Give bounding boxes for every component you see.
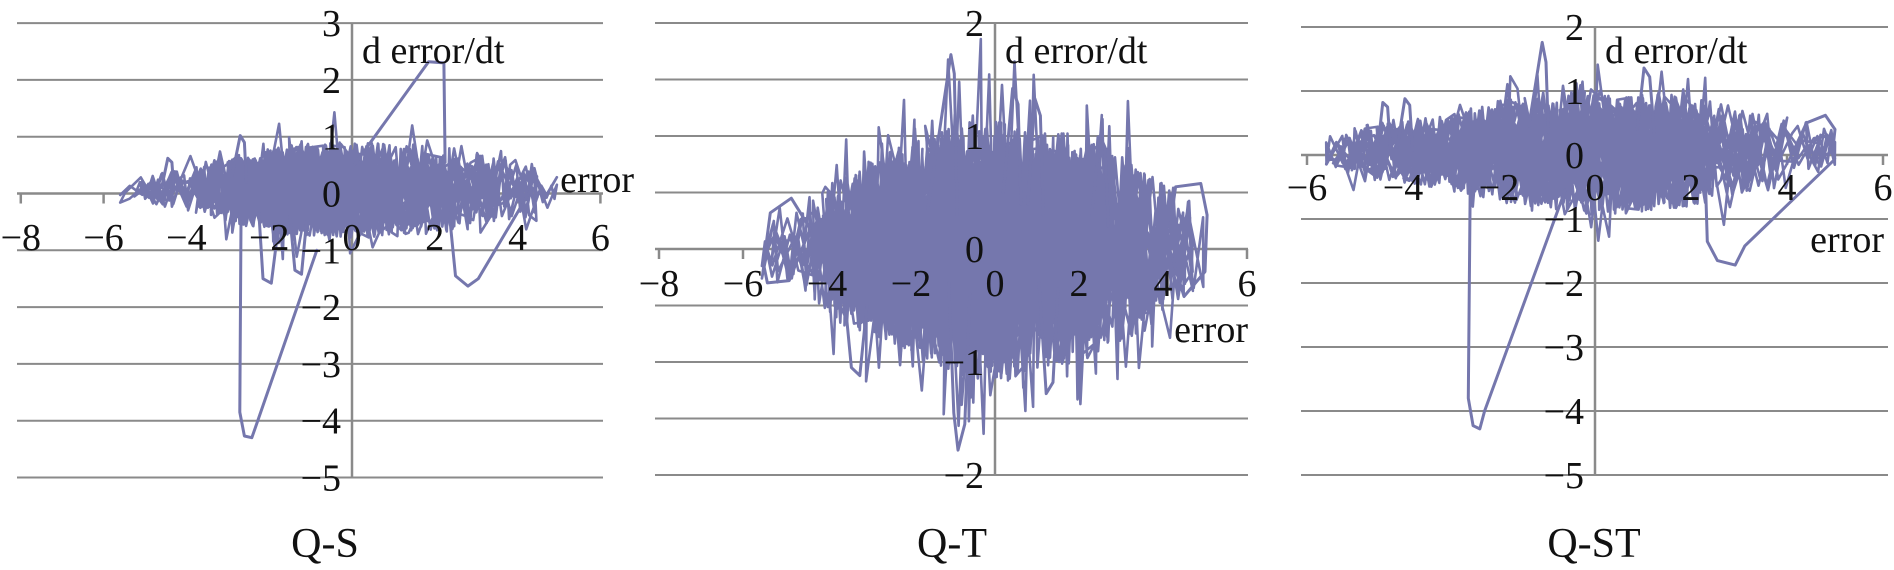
x-tick-label: 4: [1778, 167, 1797, 209]
x-tick-label: −4: [807, 263, 847, 305]
y-tick-label: 3: [322, 3, 341, 45]
x-tick-label: −6: [83, 217, 123, 259]
y-tick-label: 0: [1565, 135, 1584, 177]
y-tick-label: −1: [944, 342, 984, 384]
y-tick-label: −5: [1544, 455, 1584, 497]
phase-trace-excursion: [947, 281, 972, 452]
x-tick-label: 2: [1682, 167, 1701, 209]
x-tick-label: 4: [508, 217, 527, 259]
y-tick-label: 2: [965, 3, 984, 45]
phase-trace-excursion: [352, 60, 447, 167]
y-tick-label: 2: [1565, 7, 1584, 49]
x-tick-label: −2: [1479, 167, 1519, 209]
y-axis-title: d error/dt: [1605, 30, 1748, 72]
x-axis-title: error: [1174, 309, 1248, 351]
x-tick-label: −4: [166, 217, 206, 259]
phase-trace-excursion: [230, 134, 248, 184]
y-tick-label: 1: [1565, 71, 1584, 113]
phase-trace-excursion: [1466, 185, 1567, 431]
y-tick-label: −4: [301, 401, 341, 443]
y-tick-label: 0: [322, 174, 341, 216]
x-axis-title: error: [1810, 219, 1884, 261]
y-tick-label: −2: [1544, 263, 1584, 305]
phase-trace-excursion: [160, 156, 176, 193]
y-tick-label: 1: [322, 117, 341, 159]
phase-trace-excursion: [1395, 97, 1415, 152]
x-tick-label: 0: [986, 263, 1005, 305]
phase-trace-excursion: [1167, 182, 1209, 298]
phase-trace-excursion: [447, 186, 534, 288]
chart-title: Q-T: [917, 521, 987, 567]
x-tick-label: −2: [891, 263, 931, 305]
x-tick-label: 6: [1238, 263, 1257, 305]
y-tick-label: −2: [944, 455, 984, 497]
y-tick-label: 1: [965, 116, 984, 158]
y-tick-label: −3: [301, 344, 341, 386]
phase-trace-excursion: [1090, 134, 1110, 228]
x-axis-title: error: [560, 159, 634, 201]
phase-trace: [118, 111, 559, 261]
phase-trace-excursion: [1026, 97, 1045, 217]
phase-trace-excursion: [1037, 281, 1060, 396]
phase-trace-excursion: [1703, 158, 1836, 267]
phase-trace-excursion: [842, 287, 869, 378]
phase-trace: [760, 37, 1205, 436]
x-tick-label: −8: [1, 217, 41, 259]
phase-trace-excursion: [1635, 66, 1656, 138]
phase-trace-excursion: [761, 196, 812, 285]
chart-title: Q-ST: [1547, 521, 1640, 567]
x-tick-label: 0: [343, 217, 362, 259]
x-tick-label: −2: [249, 217, 289, 259]
x-tick-label: 2: [1070, 263, 1089, 305]
y-tick-label: −1: [1544, 199, 1584, 241]
y-tick-label: −2: [301, 287, 341, 329]
y-tick-label: 2: [322, 60, 341, 102]
x-tick-label: −4: [1383, 167, 1423, 209]
x-tick-label: 0: [1586, 167, 1605, 209]
x-tick-label: −8: [639, 263, 679, 305]
phase-trace-excursion: [1376, 101, 1392, 151]
phase-trace: [1324, 63, 1837, 242]
y-tick-label: −4: [1544, 391, 1584, 433]
x-tick-label: 6: [591, 217, 610, 259]
phase-trace-excursion: [1527, 40, 1550, 135]
x-tick-label: 4: [1154, 263, 1173, 305]
y-tick-label: −1: [301, 230, 341, 272]
y-tick-label: −3: [1544, 327, 1584, 369]
phase-trace-excursion: [238, 220, 319, 440]
phase-trace-excursion: [926, 53, 959, 217]
y-axis-title: d error/dt: [1005, 30, 1148, 72]
x-tick-label: 2: [425, 217, 444, 259]
phase-trace-excursion: [288, 214, 308, 276]
y-axis-title: d error/dt: [362, 30, 505, 72]
y-tick-label: 0: [965, 229, 984, 271]
phase-trace-excursion: [1804, 113, 1837, 163]
phase-trace-excursion: [1001, 87, 1023, 206]
x-tick-label: −6: [1287, 167, 1327, 209]
phase-trace-excursion: [257, 211, 280, 285]
y-tick-label: −5: [301, 458, 341, 500]
x-tick-label: −6: [723, 263, 763, 305]
chart-title: Q-S: [291, 521, 359, 567]
x-tick-label: 6: [1874, 167, 1893, 209]
